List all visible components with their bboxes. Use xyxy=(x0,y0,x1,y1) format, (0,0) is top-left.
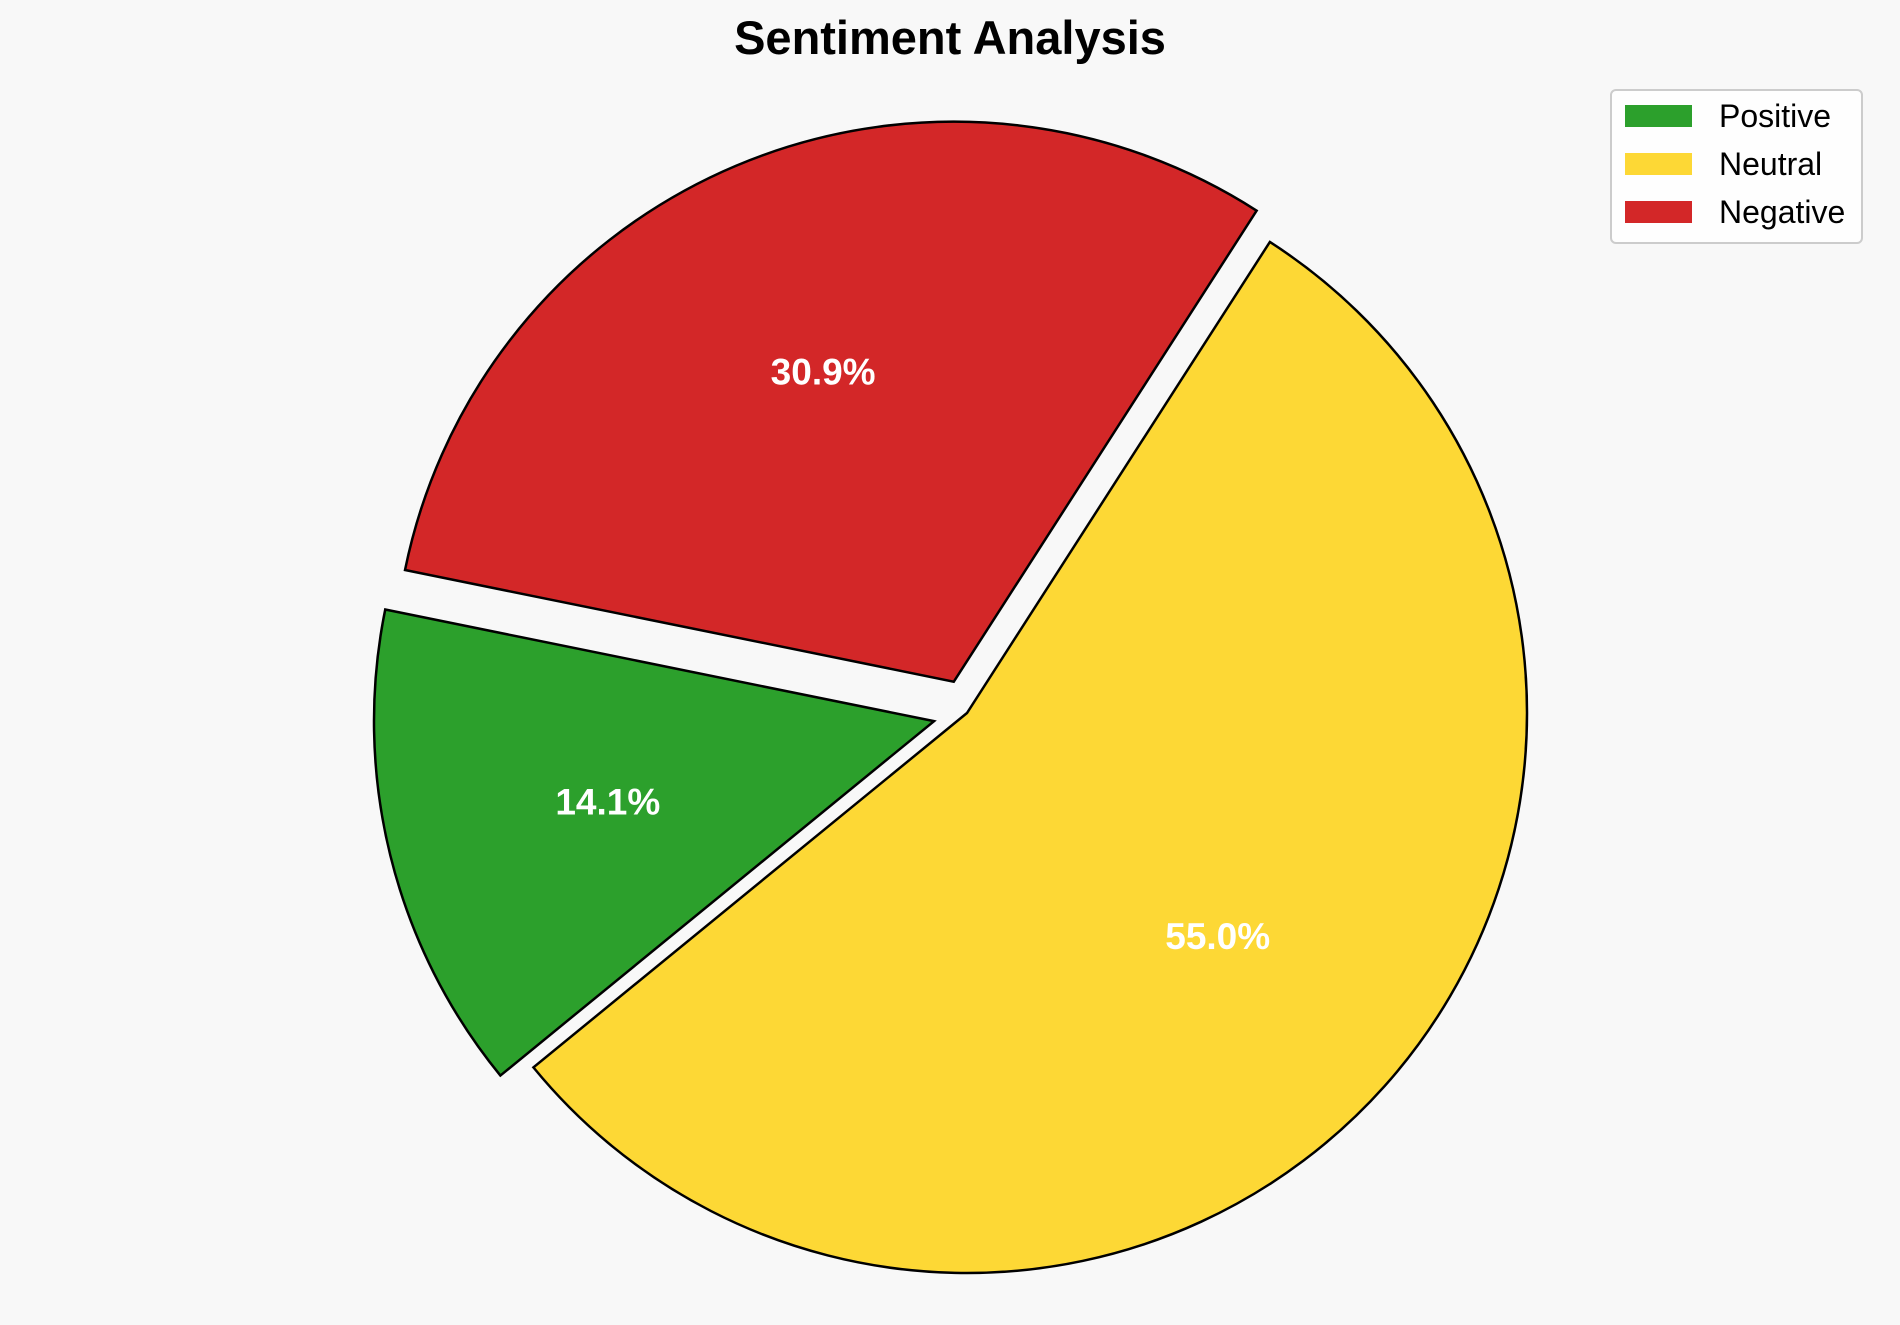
legend-label-positive: Positive xyxy=(1719,98,1831,134)
legend-swatch-negative xyxy=(1625,201,1692,223)
pie-slice-positive xyxy=(372,608,937,1078)
pie-slice-negative xyxy=(403,120,1259,684)
pie-slice-neutral xyxy=(531,240,1529,1275)
legend-items: Positive Neutral Negative xyxy=(1625,98,1845,230)
chart-title: Sentiment Analysis xyxy=(734,11,1166,64)
slice-label-negative: 30.9% xyxy=(771,352,876,393)
pie-slice-labels: 14.1% 55.0% 30.9% xyxy=(555,352,1270,958)
legend-label-negative: Negative xyxy=(1719,194,1845,230)
legend: Positive Neutral Negative xyxy=(1610,89,1863,244)
slice-label-positive: 14.1% xyxy=(555,781,660,822)
slice-label-neutral: 55.0% xyxy=(1165,916,1270,957)
legend-swatch-positive xyxy=(1625,105,1692,127)
pie-slices xyxy=(372,120,1529,1275)
legend-label-neutral: Neutral xyxy=(1719,146,1822,182)
legend-swatch-neutral xyxy=(1625,153,1692,175)
